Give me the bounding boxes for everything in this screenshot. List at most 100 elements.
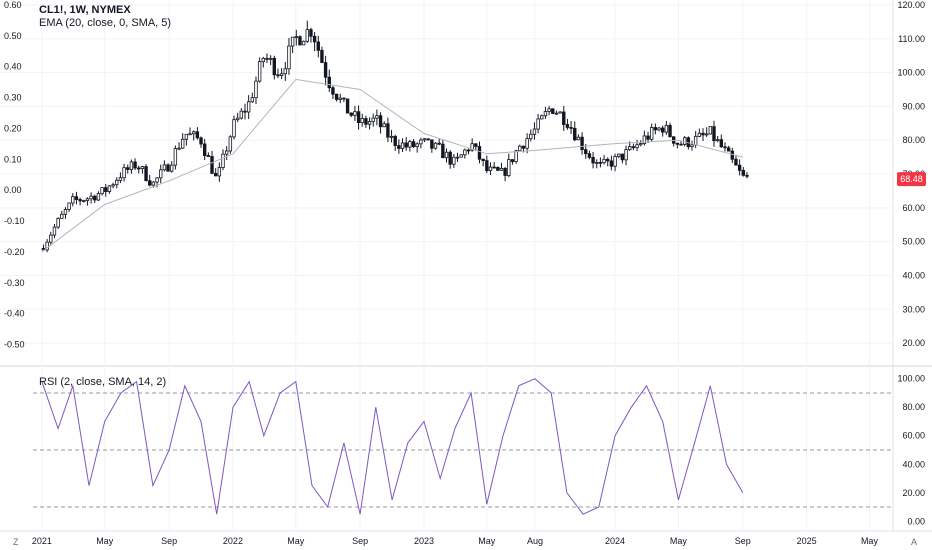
candle bbox=[115, 179, 119, 186]
candle bbox=[159, 169, 163, 179]
candle bbox=[620, 153, 625, 161]
candle bbox=[181, 138, 185, 149]
left-axis-tick: 0.20 bbox=[4, 123, 22, 133]
candle bbox=[100, 187, 104, 194]
auto-scale-button[interactable]: A bbox=[911, 537, 918, 547]
candle bbox=[393, 135, 397, 146]
candle bbox=[518, 145, 522, 152]
candle bbox=[312, 35, 317, 43]
candle bbox=[151, 181, 156, 186]
candle bbox=[166, 164, 170, 172]
candle bbox=[349, 112, 353, 116]
x-tick-label: Aug bbox=[527, 536, 543, 546]
candle bbox=[202, 143, 207, 156]
candle bbox=[287, 45, 291, 70]
candle bbox=[386, 123, 390, 138]
candle bbox=[646, 135, 650, 140]
x-tick-label: 2023 bbox=[414, 536, 434, 546]
candle bbox=[353, 111, 357, 116]
candle bbox=[444, 151, 449, 159]
candle bbox=[532, 128, 537, 135]
candle bbox=[529, 133, 533, 140]
candle bbox=[433, 142, 438, 149]
candle bbox=[723, 146, 727, 149]
ema-legend[interactable]: EMA (20, close, 0, SMA, 5) bbox=[39, 17, 172, 29]
candle bbox=[56, 217, 60, 228]
candle bbox=[199, 137, 203, 145]
left-axis-tick: -0.30 bbox=[4, 278, 25, 288]
candle bbox=[188, 133, 192, 136]
x-tick-label: May bbox=[861, 536, 879, 546]
candle bbox=[488, 166, 493, 172]
candle bbox=[715, 139, 720, 142]
rsi-axis-tick: 20.00 bbox=[902, 488, 925, 498]
candle bbox=[298, 36, 302, 46]
ema-line[interactable] bbox=[41, 78, 743, 253]
x-tick-label: May bbox=[287, 536, 305, 546]
candle bbox=[104, 187, 108, 192]
timezone-button[interactable]: Z bbox=[13, 537, 19, 547]
rsi-legend[interactable]: RSI (2, close, SMA, 14, 2) bbox=[39, 376, 167, 388]
candle bbox=[466, 149, 471, 152]
candle bbox=[704, 133, 709, 136]
candle bbox=[74, 196, 79, 200]
candle bbox=[419, 139, 423, 145]
rsi-line[interactable] bbox=[41, 378, 744, 515]
candle bbox=[573, 127, 577, 141]
left-axis-tick: 0.10 bbox=[4, 154, 22, 164]
left-axis-tick: -0.20 bbox=[4, 247, 25, 257]
candle bbox=[254, 80, 258, 99]
candle bbox=[122, 167, 126, 179]
right-price-tick: 90.00 bbox=[902, 101, 925, 111]
right-price-tick: 120.00 bbox=[897, 0, 925, 10]
candle bbox=[730, 150, 735, 160]
candle bbox=[430, 139, 434, 149]
candle bbox=[338, 97, 342, 100]
symbol-title[interactable]: CL1!, 1W, NYMEX bbox=[39, 4, 131, 16]
candle bbox=[719, 139, 724, 148]
candle bbox=[584, 149, 588, 155]
candle bbox=[316, 41, 320, 51]
x-tick-label: 2024 bbox=[605, 536, 625, 546]
candle bbox=[331, 87, 335, 95]
candle bbox=[426, 138, 430, 141]
candle bbox=[514, 150, 518, 163]
symbol-label: CL1!, 1W, NYMEX bbox=[39, 4, 131, 16]
x-tick-label: May bbox=[478, 536, 496, 546]
candle bbox=[639, 143, 643, 146]
candle bbox=[323, 62, 328, 78]
candle bbox=[71, 196, 75, 204]
candle bbox=[195, 131, 200, 139]
candle bbox=[411, 141, 416, 148]
candle bbox=[49, 234, 53, 243]
candle bbox=[63, 209, 68, 215]
candle bbox=[741, 169, 745, 176]
candle bbox=[173, 148, 178, 166]
candle bbox=[276, 74, 280, 77]
candle bbox=[474, 143, 478, 147]
x-tick-label: 2025 bbox=[797, 536, 817, 546]
last-price-badge[interactable] bbox=[897, 172, 926, 187]
left-axis-tick: -0.40 bbox=[4, 309, 25, 319]
candle bbox=[492, 166, 496, 169]
candle bbox=[606, 158, 610, 162]
candle bbox=[569, 127, 573, 129]
candle bbox=[93, 195, 97, 201]
candle bbox=[177, 147, 181, 150]
candle bbox=[85, 198, 90, 201]
candle bbox=[613, 156, 617, 167]
candle bbox=[631, 146, 636, 149]
candle bbox=[155, 177, 159, 183]
rsi-axis-tick: 40.00 bbox=[902, 459, 925, 469]
candle bbox=[653, 127, 658, 131]
candle bbox=[470, 143, 474, 151]
candle bbox=[543, 111, 548, 117]
last-price-label: 68.48 bbox=[900, 174, 923, 184]
candle bbox=[602, 158, 606, 164]
left-axis-tick: 0.00 bbox=[4, 185, 22, 195]
candle bbox=[455, 156, 460, 159]
candle bbox=[660, 127, 665, 133]
candle bbox=[624, 149, 628, 161]
candle bbox=[649, 127, 654, 140]
